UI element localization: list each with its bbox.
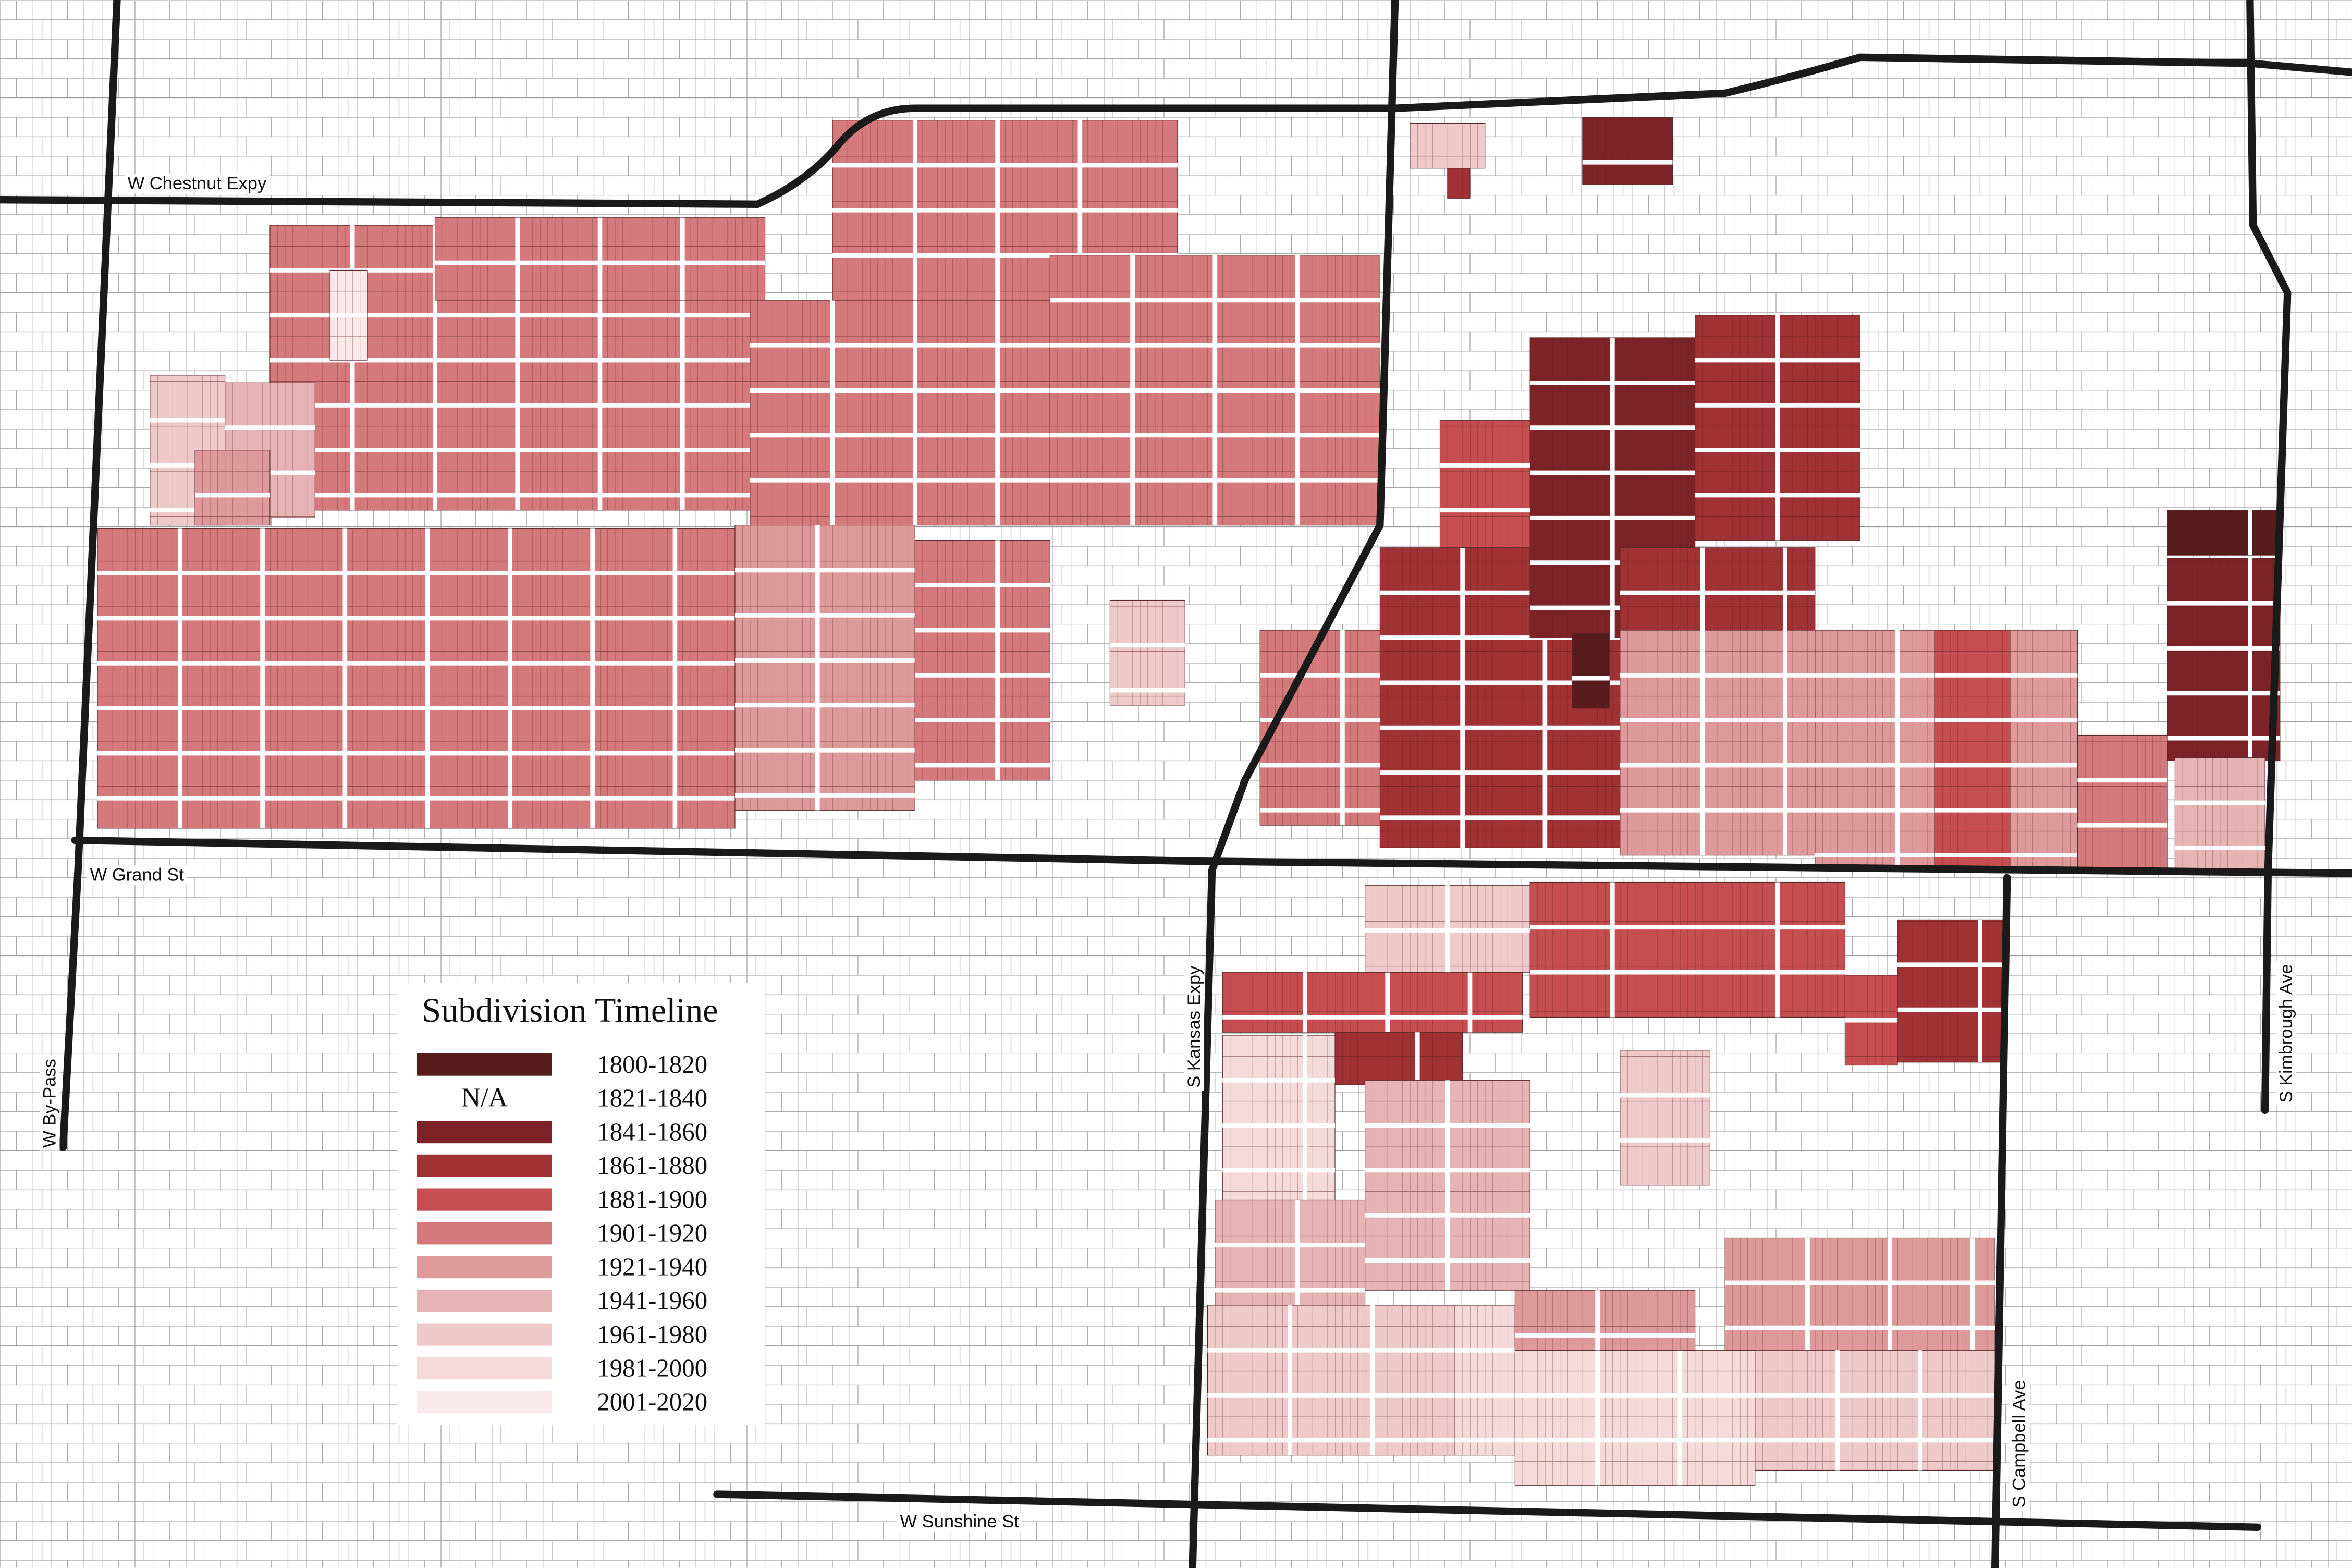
lot-lines xyxy=(2175,757,2265,871)
road-label: W Sunshine St xyxy=(900,1512,1020,1532)
legend-label: 2001-2020 xyxy=(597,1387,707,1416)
legend-label: 1901-1920 xyxy=(597,1219,707,1247)
road xyxy=(1991,874,2011,1568)
legend-title: Subdivision Timeline xyxy=(422,991,718,1030)
road-label: W By-Pass xyxy=(40,1059,59,1148)
lot-lines xyxy=(1410,123,1485,168)
road-label: S Kimbrough Ave xyxy=(2276,964,2296,1102)
road-label: S Kansas Expy xyxy=(1184,965,1204,1088)
lot-lines xyxy=(1260,630,1380,826)
lot-lines xyxy=(1572,633,1610,708)
legend-swatch-text: N/A xyxy=(461,1083,508,1113)
lot-lines xyxy=(1222,972,1523,1033)
legend-swatch xyxy=(416,1255,552,1279)
lot-lines xyxy=(1335,1032,1463,1085)
legend-label: 1941-1960 xyxy=(597,1286,707,1315)
legend-label: 1961-1980 xyxy=(597,1320,707,1349)
lot-lines xyxy=(1620,1050,1710,1185)
road-labels: W Chestnut Expy W Grand St W By-Pass S Kans… xyxy=(40,174,2296,1532)
lot-lines xyxy=(1897,920,2007,1062)
subdivisions xyxy=(97,117,2281,1486)
lot-lines xyxy=(915,540,1050,780)
road xyxy=(713,1490,2261,1532)
lot-lines xyxy=(195,450,270,525)
legend-swatch xyxy=(416,1357,552,1380)
legend-swatch xyxy=(416,1323,552,1346)
lot-lines xyxy=(1222,1035,1336,1200)
lot-lines xyxy=(1755,1350,1995,1471)
lot-lines xyxy=(1515,1350,1755,1486)
road-label: W Chestnut Expy xyxy=(128,174,267,193)
lot-lines xyxy=(1582,117,1673,185)
road-label-background xyxy=(2276,961,2296,1106)
road-label-background xyxy=(897,1511,1022,1532)
lot-lines xyxy=(1815,630,1936,871)
legend-label: 1861-1880 xyxy=(597,1151,707,1180)
road xyxy=(2246,0,2292,1114)
legend-swatch xyxy=(416,1154,552,1177)
lot-lines xyxy=(1725,1238,1995,1351)
road-label-background xyxy=(1184,962,1205,1091)
lot-lines xyxy=(2167,558,2280,761)
legend-label: 1881-1900 xyxy=(597,1185,707,1214)
lot-lines xyxy=(735,525,915,811)
road xyxy=(0,53,2352,209)
road xyxy=(59,0,121,1152)
lot-lines xyxy=(1455,1305,1515,1455)
road-label: W Grand St xyxy=(90,865,185,885)
lot-lines xyxy=(97,528,736,828)
road-label-background xyxy=(87,865,188,885)
lot-lines xyxy=(1215,1200,1365,1305)
legend-swatch xyxy=(416,1188,552,1211)
road-label-background xyxy=(2009,1377,2029,1511)
legend-swatch xyxy=(416,1289,552,1312)
lot-lines xyxy=(1620,547,1815,631)
road xyxy=(71,836,2352,877)
lot-lines xyxy=(1695,882,1845,1018)
legend-swatch xyxy=(416,1053,552,1076)
legend-label: 1800-1820 xyxy=(597,1050,707,1079)
lot-lines xyxy=(1515,1290,1695,1351)
lot-lines xyxy=(1440,420,1530,548)
lot-lines xyxy=(2010,630,2078,871)
lot-lines xyxy=(1935,630,2010,871)
lot-lines xyxy=(1110,600,1185,705)
legend: 1800-1820 N/A 1821-1840 1841-1860 1861-1880 1… xyxy=(416,1050,707,1416)
lot-lines xyxy=(750,300,1050,525)
road-label: S Campbell Ave xyxy=(2010,1380,2029,1508)
legend-swatch xyxy=(416,1222,552,1245)
lot-lines xyxy=(1447,168,1470,199)
legend-label: 1981-2000 xyxy=(597,1354,707,1382)
lot-lines xyxy=(2077,735,2168,871)
road-label-background xyxy=(40,1056,60,1151)
lot-lines xyxy=(1620,630,1815,855)
legend-label: 1921-1940 xyxy=(597,1252,707,1281)
lot-lines xyxy=(1207,1305,1455,1455)
road-label-background xyxy=(124,174,270,194)
legend-swatch xyxy=(416,1390,552,1414)
road xyxy=(1189,0,1399,1568)
lot-lines xyxy=(2167,510,2280,556)
legend-swatch xyxy=(416,1121,552,1144)
legend-label: 1821-1840 xyxy=(597,1084,707,1112)
legend-label: 1841-1860 xyxy=(597,1117,707,1146)
